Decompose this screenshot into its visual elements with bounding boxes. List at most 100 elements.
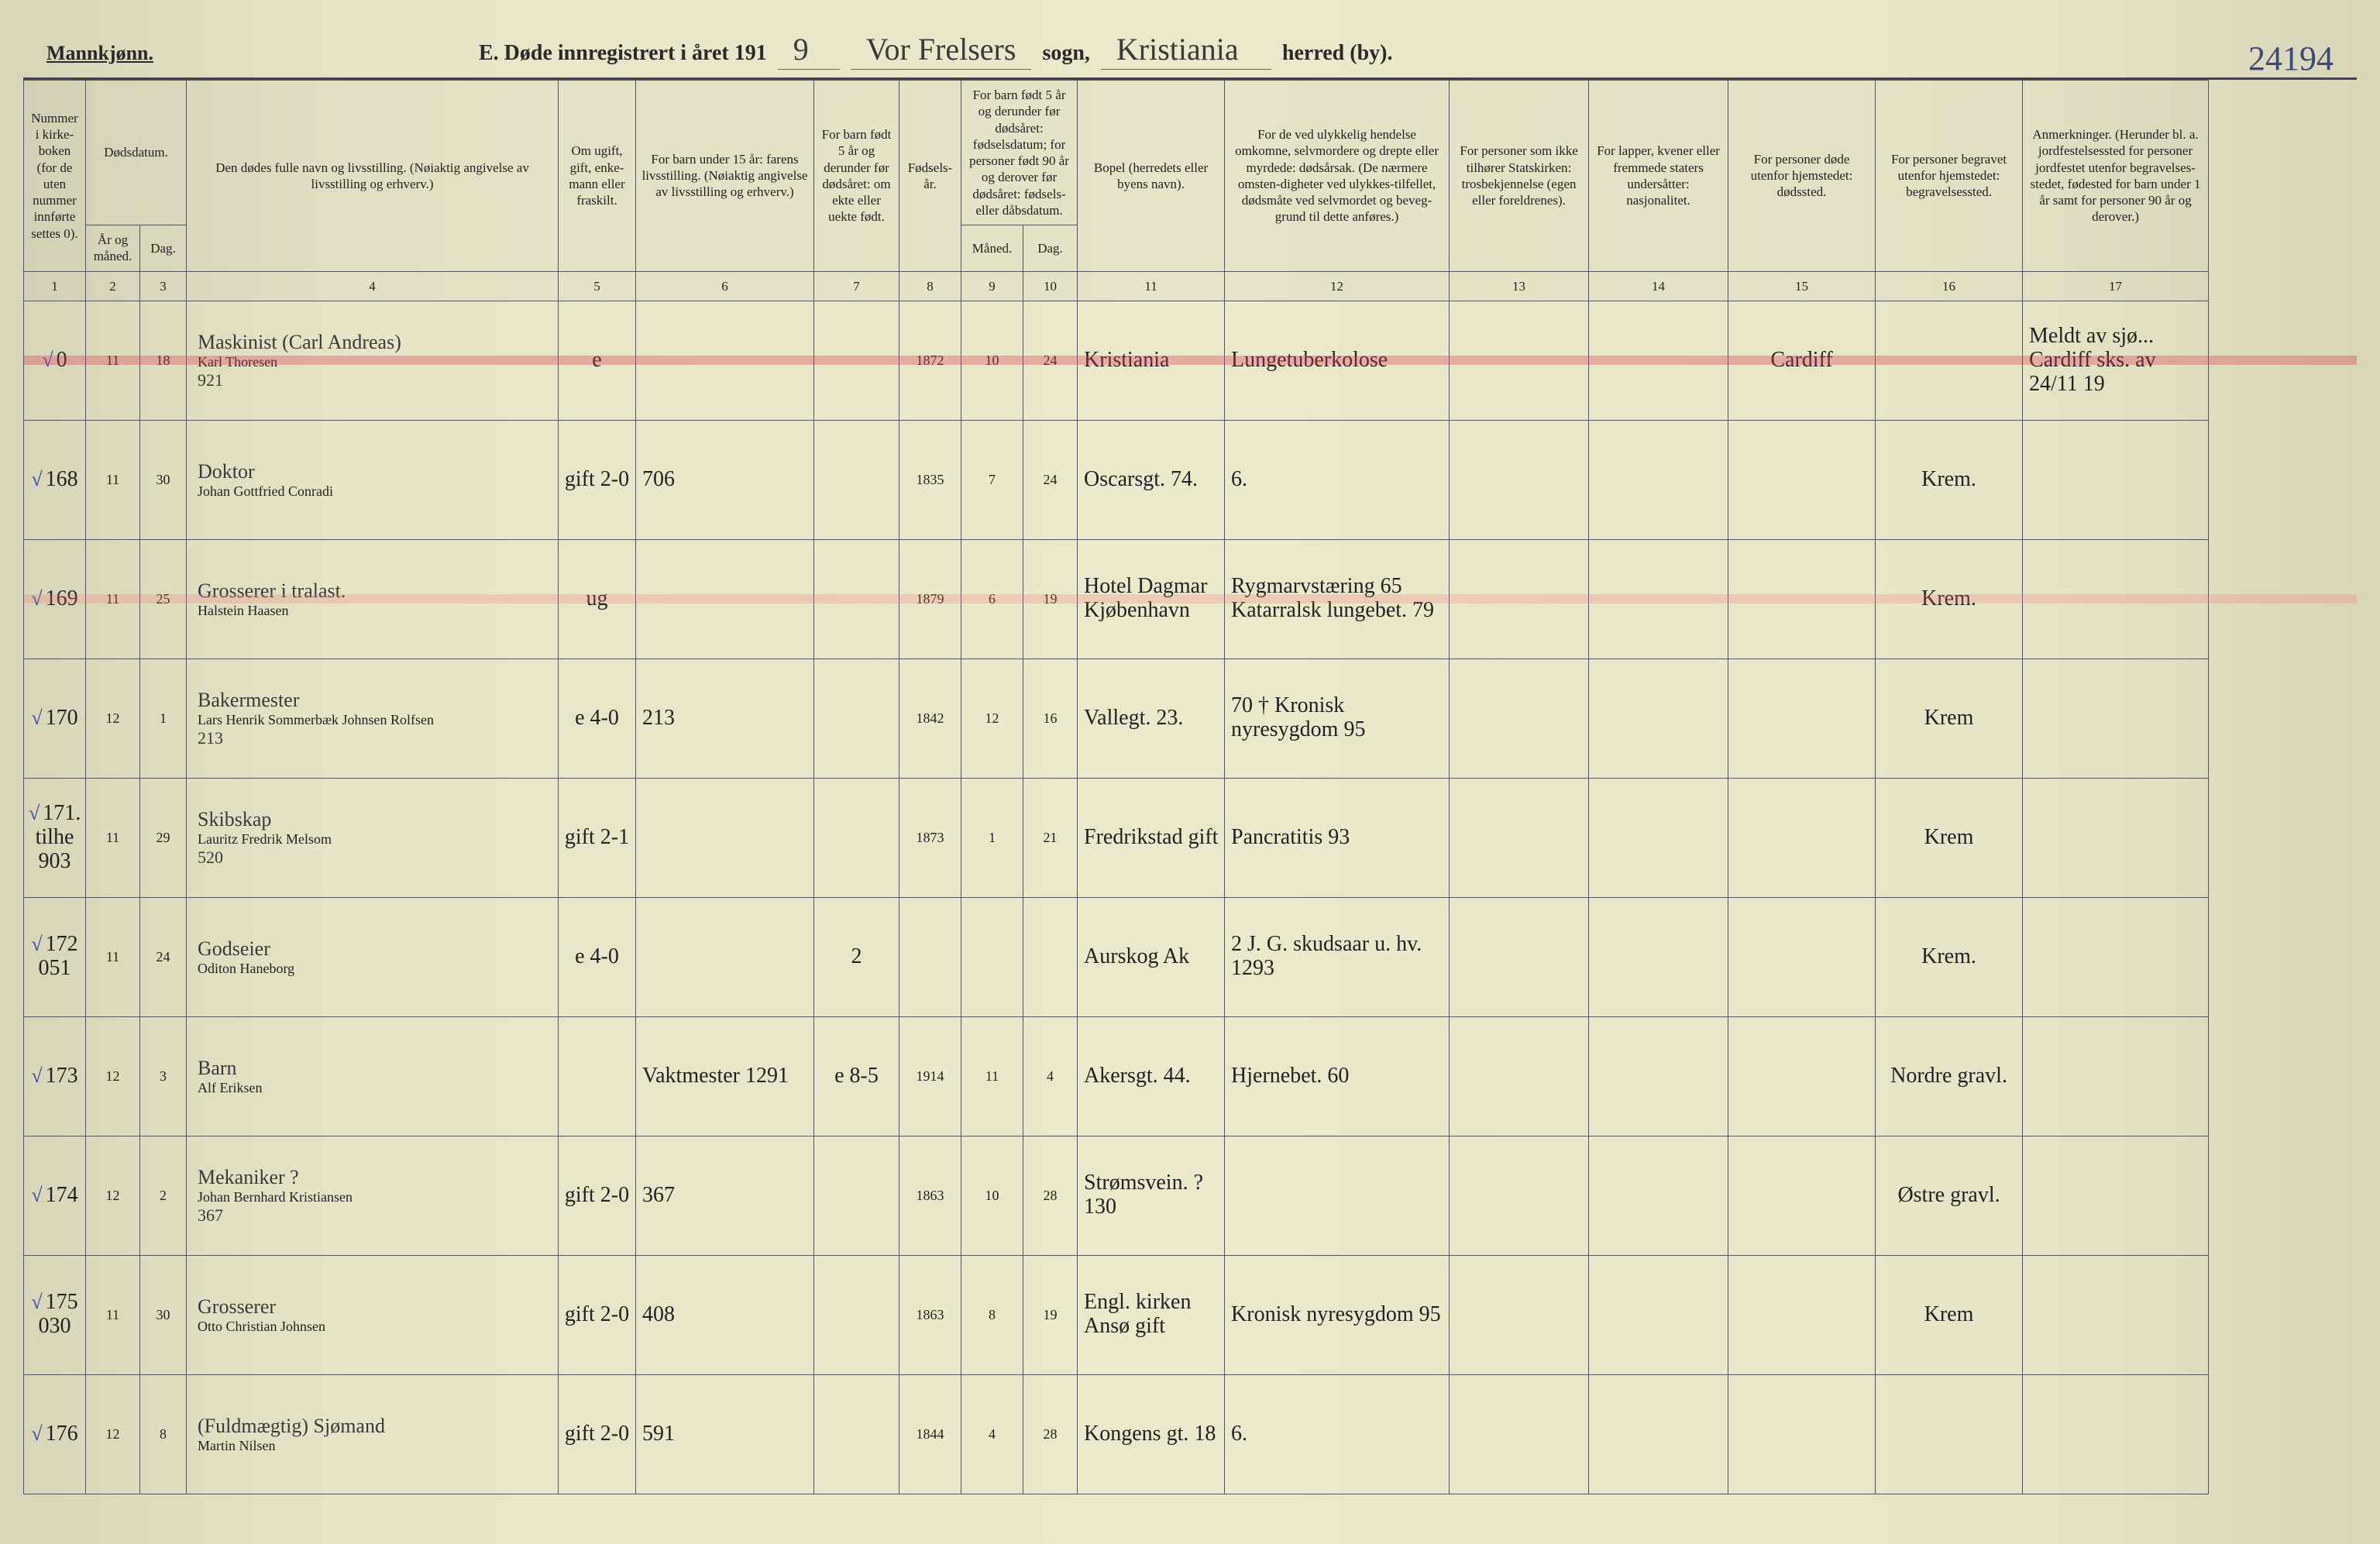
residence: Strømsvein. ? 130 xyxy=(1078,1136,1225,1255)
residence: Kristiania xyxy=(1078,301,1225,420)
death-year-month: 11 xyxy=(86,897,140,1016)
confession xyxy=(1450,1016,1589,1136)
name-and-occupation: DoktorJohan Gottfried Conradi xyxy=(187,420,559,539)
father-occupation: 706 xyxy=(636,420,814,539)
death-year-month: 11 xyxy=(86,301,140,420)
burial-place: Krem. xyxy=(1876,539,2023,659)
parish-value: Vor Frelsers xyxy=(851,31,1032,70)
birth-month: 12 xyxy=(961,659,1023,778)
colnum: 10 xyxy=(1023,271,1078,301)
birth-year: 1863 xyxy=(899,1136,961,1255)
heading-line: E. Døde innregistrert i året 191 9 Vor F… xyxy=(479,31,1392,70)
col-header-14: For lapper, kvener eller fremmede stater… xyxy=(1589,81,1728,272)
table-row: √174122Mekaniker ?Johan Bernhard Kristia… xyxy=(24,1136,2357,1255)
death-day: 30 xyxy=(140,1255,187,1374)
legitimacy xyxy=(814,1255,899,1374)
residence: Vallegt. 23. xyxy=(1078,659,1225,778)
birth-month: 8 xyxy=(961,1255,1023,1374)
place-of-death xyxy=(1728,778,1876,897)
colnum: 8 xyxy=(899,271,961,301)
place-of-death xyxy=(1728,1016,1876,1136)
marital-status xyxy=(559,1016,636,1136)
place-of-death xyxy=(1728,897,1876,1016)
remarks xyxy=(2023,1255,2209,1374)
colnum: 17 xyxy=(2023,271,2209,301)
burial-place: Østre gravl. xyxy=(1876,1136,2023,1255)
birth-month: 4 xyxy=(961,1374,1023,1494)
col-header-1: Nummer i kirke-boken (for de uten nummer… xyxy=(24,81,86,272)
colnum: 14 xyxy=(1589,271,1728,301)
name-and-occupation: GodseierOditon Haneborg xyxy=(187,897,559,1016)
birth-day: 24 xyxy=(1023,301,1078,420)
entry-number: √168 xyxy=(24,420,86,539)
birth-month: 11 xyxy=(961,1016,1023,1136)
legitimacy xyxy=(814,1374,899,1494)
entry-number: √169 xyxy=(24,539,86,659)
burial-place: Krem xyxy=(1876,778,2023,897)
remarks: Meldt av sjø... Cardiff sks. av 24/11 19 xyxy=(2023,301,2209,420)
col-header-8: Fødsels-år. xyxy=(899,81,961,272)
table-row: √1691125Grosserer i tralast.Halstein Haa… xyxy=(24,539,2357,659)
name-and-occupation: GrossererOtto Christian Johnsen xyxy=(187,1255,559,1374)
name-and-occupation: Grosserer i tralast.Halstein Haasen xyxy=(187,539,559,659)
birth-month: 6 xyxy=(961,539,1023,659)
nationality xyxy=(1589,1016,1728,1136)
birth-month: 7 xyxy=(961,420,1023,539)
confession xyxy=(1450,659,1589,778)
birth-month: 10 xyxy=(961,1136,1023,1255)
birth-day: 21 xyxy=(1023,778,1078,897)
table-row: √170121BakermesterLars Henrik Sommerbæk … xyxy=(24,659,2357,778)
place-of-death xyxy=(1728,659,1876,778)
colnum: 2 xyxy=(86,271,140,301)
confession xyxy=(1450,1136,1589,1255)
colnum: 1 xyxy=(24,271,86,301)
father-occupation: 213 xyxy=(636,659,814,778)
entry-number: √173 xyxy=(24,1016,86,1136)
district-label: herred (by). xyxy=(1282,41,1393,66)
name-and-occupation: (Fuldmægtig) SjømandMartin Nilsen xyxy=(187,1374,559,1494)
legitimacy xyxy=(814,539,899,659)
entry-number: √170 xyxy=(24,659,86,778)
death-day: 29 xyxy=(140,778,187,897)
cause-of-death: Rygmarvstæring 65 Katarralsk lungebet. 7… xyxy=(1225,539,1450,659)
legitimacy: 2 xyxy=(814,897,899,1016)
col-header-6: For barn under 15 år: farens livsstillin… xyxy=(636,81,814,272)
table-row: √173123BarnAlf EriksenVaktmester 1291e 8… xyxy=(24,1016,2357,1136)
death-day: 18 xyxy=(140,301,187,420)
birth-day xyxy=(1023,897,1078,1016)
cause-of-death: 6. xyxy=(1225,420,1450,539)
cause-of-death: 2 J. G. skudsaar u. hv. 1293 xyxy=(1225,897,1450,1016)
entry-number: √174 xyxy=(24,1136,86,1255)
col-header-11: Bopel (herredets eller byens navn). xyxy=(1078,81,1225,272)
father-occupation xyxy=(636,301,814,420)
birth-day: 19 xyxy=(1023,539,1078,659)
place-of-death xyxy=(1728,1374,1876,1494)
legitimacy xyxy=(814,301,899,420)
death-day: 1 xyxy=(140,659,187,778)
colnum: 16 xyxy=(1876,271,2023,301)
marital-status: e 4-0 xyxy=(559,897,636,1016)
column-number-row: 1 2 3 4 5 6 7 8 9 10 11 12 13 14 15 16 1… xyxy=(24,271,2357,301)
cause-of-death xyxy=(1225,1136,1450,1255)
entry-number: √176 xyxy=(24,1374,86,1494)
name-and-occupation: SkibskapLauritz Fredrik Melsom520 xyxy=(187,778,559,897)
table-row: √1681130DoktorJohan Gottfried Conradigif… xyxy=(24,420,2357,539)
colnum: 6 xyxy=(636,271,814,301)
table-body: √01118Maskinist (Carl Andreas)Karl Thore… xyxy=(24,301,2357,1494)
col-header-2: År og måned. xyxy=(86,225,140,272)
death-day: 2 xyxy=(140,1136,187,1255)
colnum: 11 xyxy=(1078,271,1225,301)
colnum: 7 xyxy=(814,271,899,301)
name-and-occupation: BarnAlf Eriksen xyxy=(187,1016,559,1136)
father-occupation xyxy=(636,539,814,659)
death-day: 8 xyxy=(140,1374,187,1494)
burial-place: Krem. xyxy=(1876,420,2023,539)
legitimacy xyxy=(814,659,899,778)
death-year-month: 11 xyxy=(86,420,140,539)
birth-day: 24 xyxy=(1023,420,1078,539)
residence: Engl. kirken Ansø gift xyxy=(1078,1255,1225,1374)
father-occupation: Vaktmester 1291 xyxy=(636,1016,814,1136)
nationality xyxy=(1589,897,1728,1016)
place-of-death xyxy=(1728,1255,1876,1374)
legitimacy xyxy=(814,420,899,539)
